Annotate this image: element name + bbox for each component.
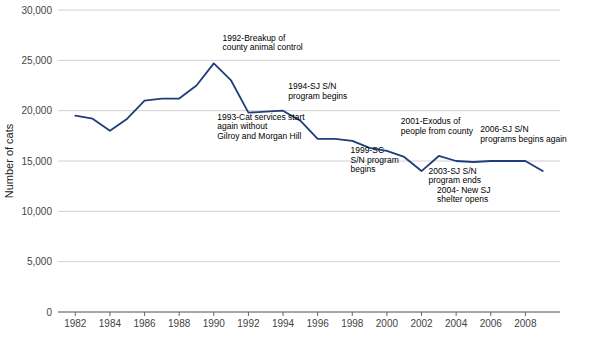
x-tick [525, 312, 526, 316]
plot-area [75, 63, 542, 171]
annotation: 1994-SJ S/Nprogram begins [288, 81, 347, 101]
y-tick-label: 0 [46, 307, 52, 318]
x-tick [490, 312, 491, 316]
annotation: 2003-SJ S/Nprogram ends [428, 166, 480, 186]
annotation: 2001-Exodus ofpeople from county [401, 116, 474, 135]
y-tick-label: 10,000 [21, 206, 52, 217]
annotation: 2004- New SJshelter opens [437, 185, 490, 205]
x-tick [109, 312, 110, 316]
x-axis-line [58, 312, 560, 313]
y-tick-label: 25,000 [21, 55, 52, 66]
grid-line [58, 312, 560, 313]
x-tick-label: 1988 [168, 318, 191, 329]
annotation: 1999-SCS/N programbegins [351, 145, 399, 174]
x-tick [456, 312, 457, 316]
annotation: 2006-SJ S/Nprograms begins again [480, 124, 567, 144]
x-tick [248, 312, 249, 316]
x-tick-label: 1990 [203, 318, 226, 329]
x-tick-label: 2004 [445, 318, 468, 329]
x-tick [352, 312, 353, 316]
x-tick-label: 2008 [514, 318, 537, 329]
x-tick-label: 2002 [410, 318, 433, 329]
x-tick [386, 312, 387, 316]
x-tick [213, 312, 214, 316]
annotation: 1993-Cat services startagain withoutGilr… [217, 112, 305, 141]
x-tick [179, 312, 180, 316]
x-tick [317, 312, 318, 316]
chart: 0 5,000 10,000 15,000 20,000 25,000 30,000 1982… [0, 0, 600, 342]
x-tick-label: 2000 [376, 318, 399, 329]
y-tick-label: 5,000 [27, 256, 52, 267]
grid-line [58, 261, 560, 262]
grid-line [58, 110, 560, 111]
x-tick-label: 1992 [237, 318, 260, 329]
x-tick-label: 1996 [307, 318, 330, 329]
x-tick-label: 1984 [99, 318, 122, 329]
y-tick-label: 30,000 [21, 5, 52, 16]
data-line [75, 63, 542, 171]
x-tick-label: 1998 [341, 318, 364, 329]
y-tick-label: 15,000 [21, 156, 52, 167]
x-tick [283, 312, 284, 316]
y-tick-label: 20,000 [21, 105, 52, 116]
y-grid [58, 10, 560, 312]
grid-line [58, 60, 560, 61]
x-tick-label: 1994 [272, 318, 295, 329]
x-tick-label: 1986 [133, 318, 156, 329]
x-tick [421, 312, 422, 316]
y-axis-label: Number of cats [3, 123, 15, 198]
x-tick [144, 312, 145, 316]
annotation: 1992-Breakup ofcounty animal control [222, 33, 302, 53]
x-tick-label: 1982 [64, 318, 87, 329]
grid-line [58, 10, 560, 11]
x-tick-label: 2006 [480, 318, 503, 329]
x-tick [75, 312, 76, 316]
grid-line [58, 211, 560, 212]
